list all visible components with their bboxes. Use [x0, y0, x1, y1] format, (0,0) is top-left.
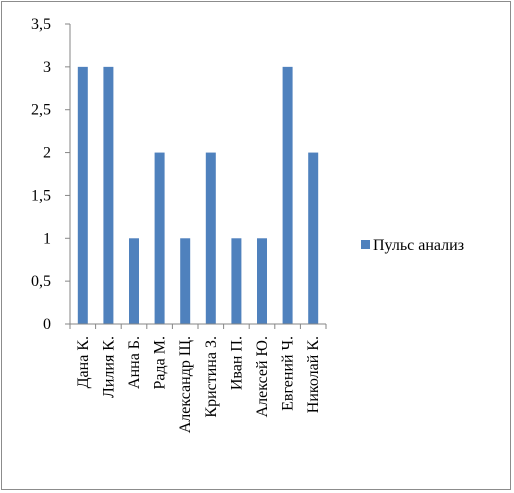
bar	[282, 66, 293, 324]
x-tick-label: Евгений Ч.	[280, 336, 297, 411]
bar	[205, 152, 216, 324]
x-tick-label: Николай К.	[305, 336, 322, 413]
x-tick-label: Рада М.	[152, 336, 169, 389]
legend-swatch	[361, 240, 370, 249]
bar	[180, 238, 191, 324]
y-tick-label: 1,5	[31, 187, 51, 204]
y-tick-label: 0,5	[31, 273, 51, 290]
x-tick-label: Алексей Ю.	[254, 336, 271, 417]
y-tick-label: 2	[43, 145, 51, 162]
y-tick-label: 3	[43, 59, 51, 76]
y-tick-label: 3,5	[31, 16, 51, 33]
y-tick-label: 1	[43, 230, 51, 247]
y-tick-label: 0	[43, 316, 51, 333]
bar	[308, 152, 319, 324]
x-tick-label: Лилия К.	[100, 336, 117, 398]
y-axis: 0 0,5 1 1,5 2 2,5 3 3,5	[31, 16, 71, 333]
x-tick-label: Анна Б.	[126, 336, 143, 389]
x-tick-label: Кристина З.	[203, 336, 220, 418]
bar	[77, 66, 88, 324]
bar	[257, 238, 267, 324]
bar	[154, 152, 165, 324]
x-axis: Дана К. Лилия К. Анна Б. Рада М. Александр Щ…	[69, 323, 327, 433]
bar	[231, 238, 242, 324]
x-tick-label: Иван П.	[228, 336, 245, 390]
legend-label: Пульс анализ	[373, 237, 464, 254]
bar	[103, 66, 114, 324]
x-tick-label: Дана К.	[75, 336, 92, 388]
x-tick-label: Александр Щ.	[177, 336, 194, 433]
bar	[129, 238, 139, 324]
legend: Пульс анализ	[361, 237, 464, 254]
y-tick-label: 2,5	[31, 102, 51, 119]
bars	[77, 66, 319, 324]
